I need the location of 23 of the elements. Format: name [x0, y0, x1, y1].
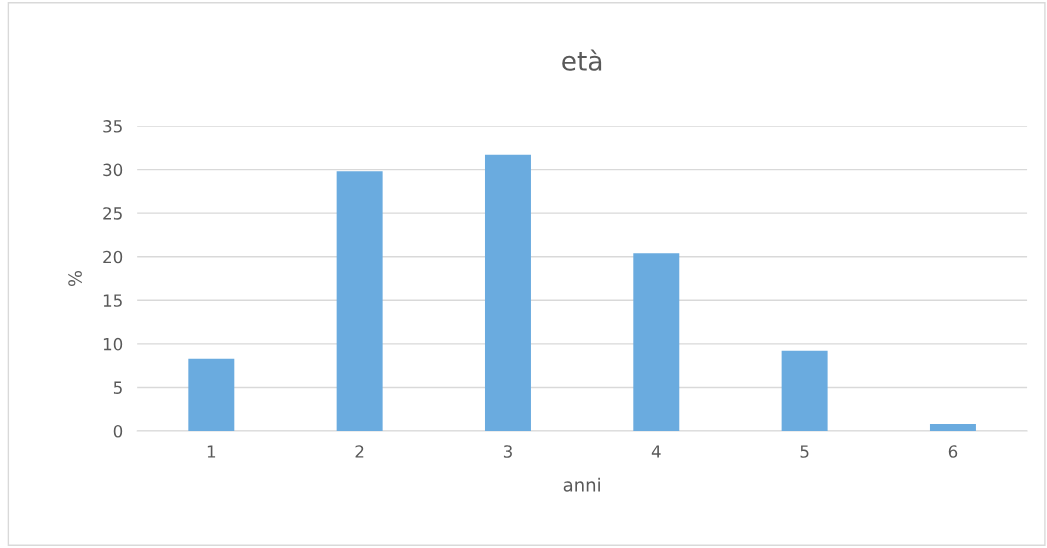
y-tick-label: 30 [103, 163, 123, 177]
chart-title: età [562, 49, 602, 71]
bar [484, 154, 531, 431]
x-tick-label: 5 [800, 445, 809, 458]
bar [188, 358, 235, 431]
y-tick-label: 0 [113, 424, 123, 438]
bar [336, 171, 383, 431]
x-tick-label: 2 [355, 445, 364, 458]
y-tick-label: 35 [103, 120, 122, 133]
x-tick-label: 3 [503, 445, 512, 458]
y-tick-label: 25 [103, 207, 122, 220]
bar [781, 350, 828, 431]
x-tick-label: 6 [948, 445, 958, 458]
x-axis-title: anni [563, 477, 600, 492]
x-tick-label: 1 [207, 445, 216, 458]
y-tick-label: 5 [113, 381, 122, 394]
y-tick-label: 15 [103, 294, 122, 307]
x-tick-label: 4 [651, 445, 661, 458]
y-tick-label: 10 [103, 337, 123, 351]
bar [929, 424, 976, 431]
bar [633, 253, 680, 431]
y-tick-label: 20 [103, 250, 123, 264]
y-axis-title: % [68, 270, 82, 287]
